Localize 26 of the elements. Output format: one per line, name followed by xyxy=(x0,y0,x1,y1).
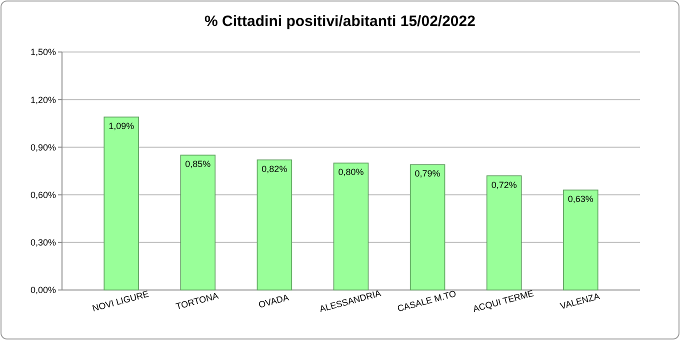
data-label: 0,82% xyxy=(262,164,288,174)
x-tick-label: OVADA xyxy=(257,292,290,310)
bar xyxy=(486,175,522,290)
y-tick-label: 0,30% xyxy=(30,238,56,248)
y-tick-label: 1,50% xyxy=(30,47,56,58)
bar xyxy=(410,164,446,290)
y-tick-label: 0,90% xyxy=(30,142,56,152)
bar xyxy=(333,162,369,290)
x-tick-label: ACQUI TERME xyxy=(472,288,535,314)
bar xyxy=(256,159,292,290)
x-tick-label: NOVI LIGURE xyxy=(91,288,150,314)
data-label: 0,80% xyxy=(338,167,364,178)
x-tick-label: VALENZA xyxy=(559,291,601,312)
y-tick-label: 0,00% xyxy=(30,285,56,296)
bar xyxy=(563,190,598,290)
data-label: 0,79% xyxy=(414,168,440,179)
y-tick-label: 0,60% xyxy=(30,190,56,200)
data-label: 1,09% xyxy=(108,121,134,132)
data-label: 0,72% xyxy=(491,180,517,190)
bar xyxy=(104,116,139,290)
chart-title: % Cittadini positivi/abitanti 15/02/2022 xyxy=(204,13,476,30)
x-tick-label: CASALE M.TO xyxy=(396,288,458,314)
bar xyxy=(180,154,216,290)
y-tick-label: 1,20% xyxy=(30,94,56,105)
data-label: 0,85% xyxy=(185,159,211,170)
data-label: 0,63% xyxy=(568,194,594,204)
